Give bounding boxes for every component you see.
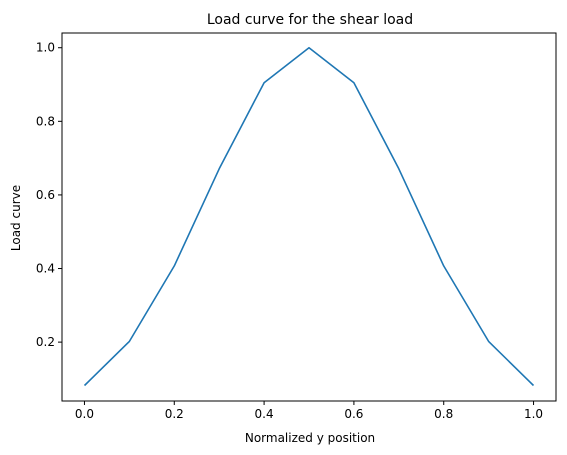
x-tick-label: 1.0 [524, 407, 543, 421]
plot-area: 0.0 0.2 0.4 0.6 0.8 1.0 0.2 0.4 0.6 0.8 1.0 [36, 32, 557, 421]
x-axis-ticks: 0.0 0.2 0.4 0.6 0.8 1.0 [75, 401, 543, 421]
x-tick-label: 0.6 [344, 407, 363, 421]
y-axis-ticks: 0.2 0.4 0.6 0.8 1.0 [36, 41, 62, 349]
x-tick-label: 0.8 [434, 407, 453, 421]
y-tick-label: 0.4 [36, 262, 55, 276]
x-tick-label: 0.4 [255, 407, 274, 421]
y-tick-label: 1.0 [36, 41, 55, 55]
x-axis-label: Normalized y position [245, 431, 375, 445]
y-tick-label: 0.6 [36, 188, 55, 202]
series-line [83, 46, 535, 387]
axes-frame [61, 32, 557, 402]
series-layer [83, 46, 535, 387]
x-tick-label: 0.0 [75, 407, 94, 421]
chart-title: Load curve for the shear load [207, 12, 413, 28]
x-tick-label: 0.2 [165, 407, 184, 421]
y-axis-label: Load curve [9, 185, 23, 251]
y-tick-label: 0.2 [36, 335, 55, 349]
y-tick-label: 0.8 [36, 114, 55, 128]
